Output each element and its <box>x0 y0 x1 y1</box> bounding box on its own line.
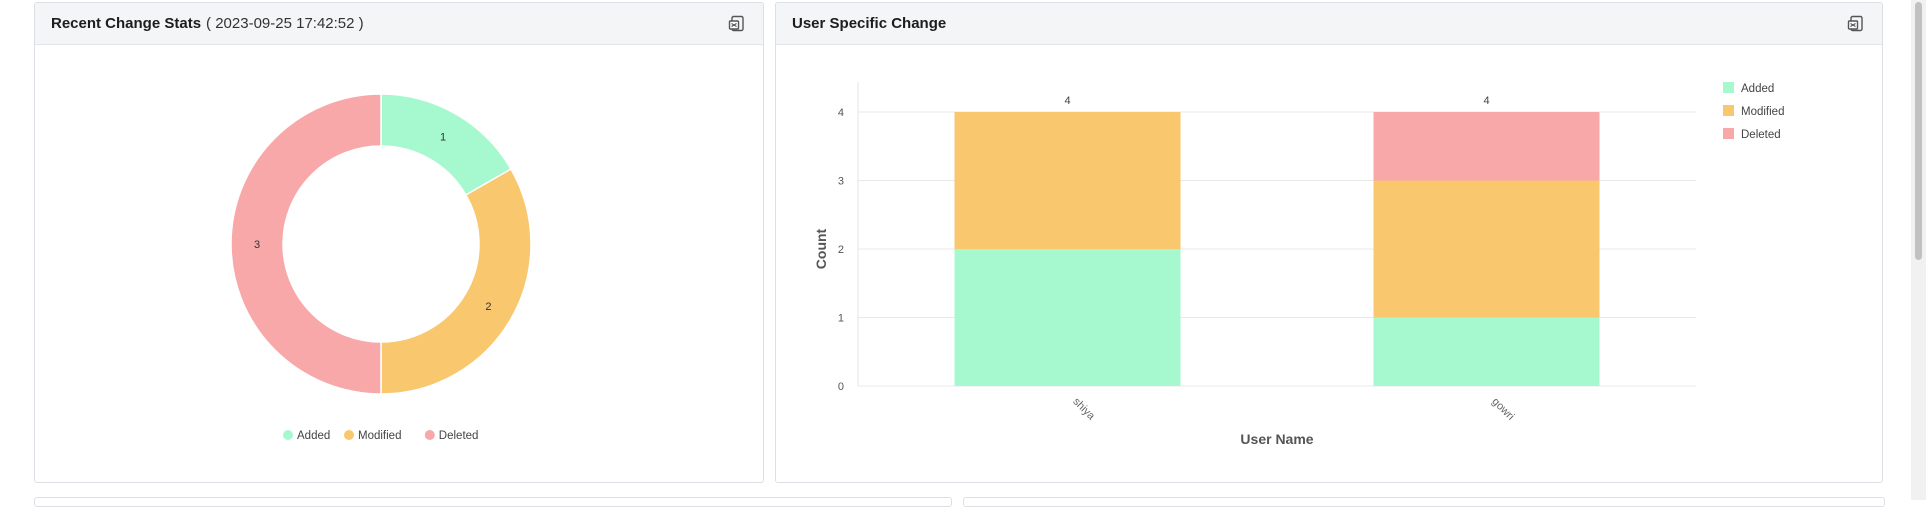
legend-item-deleted[interactable]: Deleted <box>424 430 479 442</box>
x-tick-label: shiya <box>1070 396 1097 423</box>
legend-item-modified[interactable]: Modified <box>344 430 401 442</box>
export-icon[interactable] <box>1846 14 1866 34</box>
bar-segment-added-gowri[interactable] <box>1373 317 1600 387</box>
user-specific-change-panel: User Specific Change 0 1 2 3 4 4 shiya 4 gowri Co… <box>775 2 1883 483</box>
y-axis-title: Count <box>813 228 829 269</box>
bar-total-label: 4 <box>1064 95 1070 107</box>
donut-slice-deleted[interactable] <box>230 93 382 395</box>
donut-data-label: 1 <box>440 132 446 144</box>
next-panel-edge <box>34 497 952 507</box>
panel-header: Recent Change Stats ( 2023-09-25 17:42:5… <box>35 3 763 45</box>
panel-title: Recent Change Stats <box>51 15 202 32</box>
svg-text:Modified: Modified <box>358 430 401 442</box>
bar-total-label: 4 <box>1483 95 1489 107</box>
export-icon[interactable] <box>727 14 747 34</box>
bar-segment-added-shiya[interactable] <box>954 249 1181 386</box>
donut-slice-modified[interactable] <box>380 167 532 395</box>
panel-title: User Specific Change <box>792 15 947 32</box>
bar-segment-modified-gowri[interactable] <box>1373 180 1600 318</box>
donut-chart-area: 1 2 3 Added Modified Deleted <box>35 45 763 482</box>
x-axis-title: User Name <box>1240 431 1313 447</box>
y-tick-label: 2 <box>838 244 844 256</box>
svg-text:Added: Added <box>297 430 330 442</box>
y-tick-label: 3 <box>838 176 844 188</box>
donut-chart: 1 2 3 Added Modified Deleted <box>230 93 532 442</box>
svg-text:Modified: Modified <box>1741 106 1784 118</box>
donut-data-label: 2 <box>485 301 491 313</box>
bar-segment-deleted-gowri[interactable] <box>1373 112 1600 181</box>
y-tick-label: 4 <box>838 107 844 119</box>
recent-change-stats-panel: Recent Change Stats ( 2023-09-25 17:42:5… <box>34 2 764 483</box>
svg-text:Deleted: Deleted <box>439 430 479 442</box>
legend-item-added[interactable]: Added <box>283 430 330 442</box>
x-tick-label: gowri <box>1489 396 1516 423</box>
svg-text:Added: Added <box>1741 83 1774 95</box>
panel-header: User Specific Change <box>776 3 1882 45</box>
bar-segment-modified-shiya[interactable] <box>954 112 1181 249</box>
y-tick-label: 1 <box>838 313 844 325</box>
page-scrollbar[interactable] <box>1911 0 1926 500</box>
stacked-bar-chart: 0 1 2 3 4 4 shiya 4 gowri Count User Name Added Modi… <box>813 82 1784 447</box>
panel-timestamp: ( 2023-09-25 17:42:52 ) <box>206 15 364 32</box>
y-tick-label: 0 <box>838 381 844 393</box>
legend-item-deleted[interactable]: Deleted <box>1723 128 1781 141</box>
legend-item-added[interactable]: Added <box>1723 82 1774 95</box>
scrollbar-thumb[interactable] <box>1915 2 1922 260</box>
donut-data-label: 3 <box>254 239 260 251</box>
legend-item-modified[interactable]: Modified <box>1723 105 1784 118</box>
bar-chart-area: 0 1 2 3 4 4 shiya 4 gowri Count User Name Added Modi… <box>776 45 1882 482</box>
svg-text:Deleted: Deleted <box>1741 129 1781 141</box>
next-panel-edge <box>963 497 1885 507</box>
